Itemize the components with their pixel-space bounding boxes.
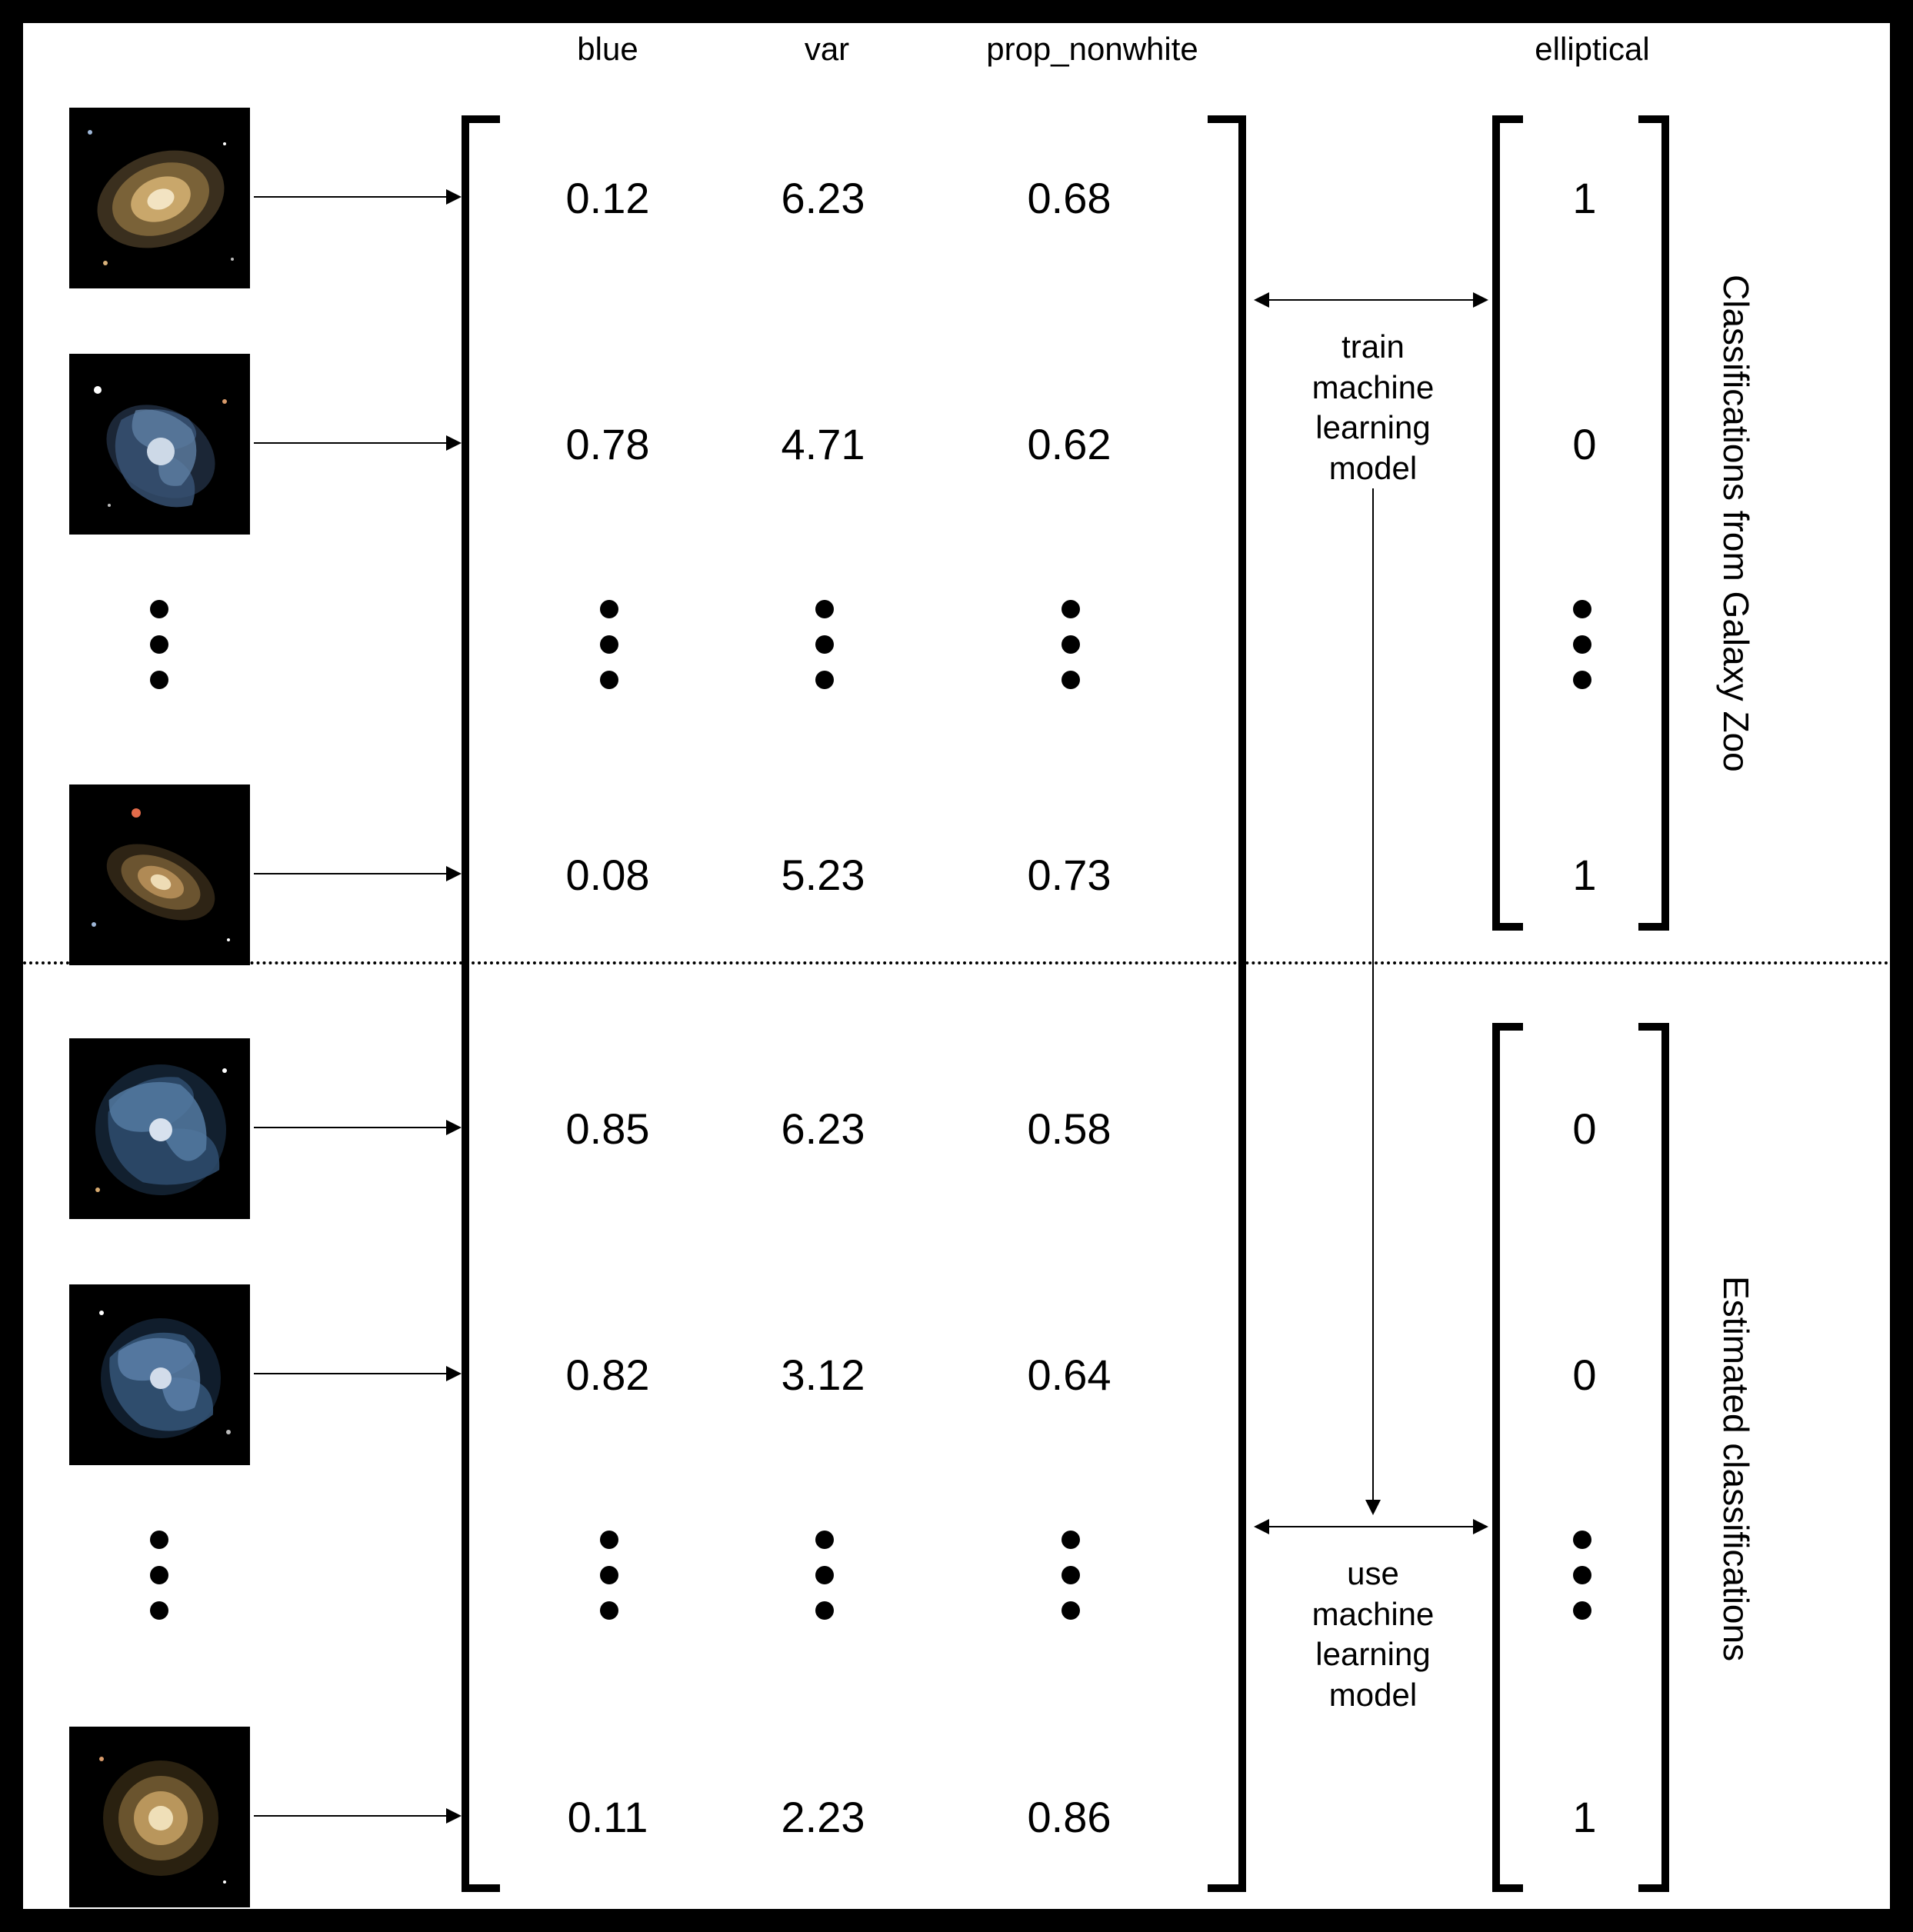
val-top-2-blue: 0.08 (546, 850, 669, 900)
galaxy-thumb-top-0 (69, 108, 250, 288)
use-arrow-left-head (1254, 1519, 1269, 1534)
val-top-0-ellip: 1 (1554, 173, 1615, 223)
vdots-prop-bot (1061, 1531, 1080, 1620)
val-top-0-var: 6.23 (762, 173, 885, 223)
val-bot-2-ellip: 1 (1554, 1792, 1615, 1842)
galaxy-thumb-bot-1 (69, 1284, 250, 1465)
val-bot-1-var: 3.12 (762, 1350, 885, 1400)
arrow-bot-1-head (446, 1366, 462, 1381)
midline (23, 961, 1890, 964)
arrow-top-0-head (446, 189, 462, 205)
use-arrow-right-head (1473, 1519, 1488, 1534)
val-bot-0-prop: 0.58 (1008, 1104, 1131, 1154)
val-top-2-var: 5.23 (762, 850, 885, 900)
feature-bracket-right (1208, 115, 1246, 1892)
arrow-bot-0-head (446, 1120, 462, 1135)
side-label-top: Classifications from Galaxy Zoo (1715, 154, 1757, 892)
val-top-1-ellip: 0 (1554, 419, 1615, 469)
header-var: var (785, 31, 869, 68)
val-top-1-blue: 0.78 (546, 419, 669, 469)
arrow-top-2 (254, 873, 446, 874)
vdots-blue-bot (600, 1531, 618, 1620)
target-bracket-top-right (1638, 115, 1669, 931)
val-bot-2-blue: 0.11 (546, 1792, 669, 1842)
model-connector-head (1365, 1500, 1381, 1515)
target-bracket-bot-left (1492, 1023, 1523, 1892)
stage: blue var prop_nonwhite elliptical (23, 23, 1890, 1909)
galaxy-thumb-top-1 (69, 354, 250, 535)
val-bot-1-blue: 0.82 (546, 1350, 669, 1400)
arrow-top-0 (254, 196, 446, 198)
frame-left (0, 0, 23, 1932)
val-bot-1-prop: 0.64 (1008, 1350, 1131, 1400)
val-bot-1-ellip: 0 (1554, 1350, 1615, 1400)
arrow-bot-0 (254, 1127, 446, 1128)
val-top-0-prop: 0.68 (1008, 173, 1131, 223)
val-bot-2-prop: 0.86 (1008, 1792, 1131, 1842)
val-top-2-prop: 0.73 (1008, 850, 1131, 900)
train-arrow-line (1269, 299, 1477, 301)
target-bracket-top-left (1492, 115, 1523, 931)
val-top-0-blue: 0.12 (546, 173, 669, 223)
vdots-ellip-bot (1573, 1531, 1591, 1620)
frame-right (1890, 0, 1913, 1932)
arrow-bot-1 (254, 1373, 446, 1374)
vdots-blue-top (600, 600, 618, 689)
vdots-thumbs-top (150, 600, 168, 689)
frame-top (0, 0, 1913, 23)
vdots-thumbs-bot (150, 1531, 168, 1620)
val-bot-0-blue: 0.85 (546, 1104, 669, 1154)
vdots-var-top (815, 600, 834, 689)
arrow-top-1-head (446, 435, 462, 451)
side-label-bot: Estimated classifications (1715, 1161, 1757, 1777)
frame-bottom (0, 1909, 1913, 1932)
header-elliptical: elliptical (1515, 31, 1669, 68)
arrow-bot-2-head (446, 1808, 462, 1824)
train-arrow-right-head (1473, 292, 1488, 308)
val-bot-2-var: 2.23 (762, 1792, 885, 1842)
header-blue: blue (562, 31, 654, 68)
model-connector-vline (1372, 488, 1374, 1504)
val-top-2-ellip: 1 (1554, 850, 1615, 900)
train-arrow-left-head (1254, 292, 1269, 308)
train-label: train machine learning model (1288, 327, 1458, 488)
vdots-prop-top (1061, 600, 1080, 689)
header-prop-nonwhite: prop_nonwhite (969, 31, 1215, 68)
galaxy-thumb-top-2 (69, 784, 250, 965)
use-label: use machine learning model (1288, 1554, 1458, 1715)
val-top-1-prop: 0.62 (1008, 419, 1131, 469)
vdots-ellip-top (1573, 600, 1591, 689)
galaxy-thumb-bot-0 (69, 1038, 250, 1219)
use-arrow-line (1269, 1526, 1477, 1527)
val-top-1-var: 4.71 (762, 419, 885, 469)
val-bot-0-ellip: 0 (1554, 1104, 1615, 1154)
galaxy-thumb-bot-2 (69, 1727, 250, 1907)
arrow-bot-2 (254, 1815, 446, 1817)
arrow-top-1 (254, 442, 446, 444)
val-bot-0-var: 6.23 (762, 1104, 885, 1154)
arrow-top-2-head (446, 866, 462, 881)
target-bracket-bot-right (1638, 1023, 1669, 1892)
vdots-var-bot (815, 1531, 834, 1620)
feature-bracket-left (462, 115, 500, 1892)
